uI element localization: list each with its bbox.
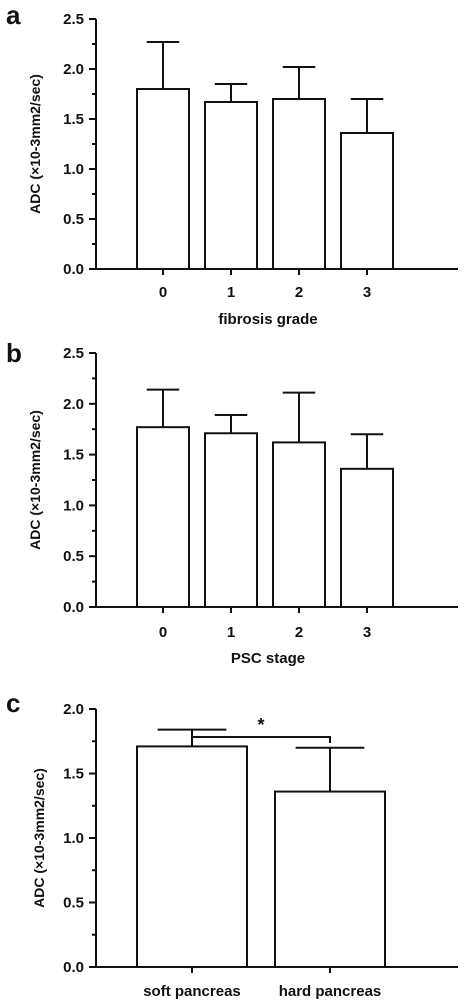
y-axis-label: ADC (×10-3mm2/sec): [31, 768, 47, 908]
bar: [204, 432, 258, 608]
y-tick-label: 0.0: [63, 959, 84, 976]
y-tick-label: 2.0: [63, 701, 84, 718]
y-tick-label: 2.5: [63, 345, 84, 362]
x-tick-label: 2: [295, 624, 303, 641]
x-tick-label: 0: [159, 284, 167, 301]
bar: [136, 88, 190, 270]
y-tick-label: 1.0: [63, 497, 84, 514]
y-tick-label: 0.5: [63, 211, 84, 228]
x-tick-label: 1: [227, 624, 235, 641]
bar: [272, 441, 326, 608]
panel-label: c: [6, 688, 20, 718]
x-tick-label: 1: [227, 284, 235, 301]
y-tick-label: 1.0: [63, 830, 84, 847]
chart-panel-a: a 0.0 0.5 1.0 1.5 2.0 2.5 ADC (×10-3mm2/sec) 0 1 2…: [6, 0, 458, 328]
y-axis-label: ADC (×10-3mm2/sec): [27, 74, 43, 214]
bar: [204, 101, 258, 270]
bar: [274, 790, 386, 968]
y-tick-label: 2.0: [63, 61, 84, 78]
y-tick-label: 0.5: [63, 895, 84, 912]
y-tick-label: 2.0: [63, 396, 84, 413]
panel-label: b: [6, 338, 22, 368]
x-tick-label: 0: [159, 624, 167, 641]
x-tick-label: 2: [295, 284, 303, 301]
significance-marker: *: [257, 715, 264, 735]
y-tick-label: 2.5: [63, 11, 84, 28]
bar: [340, 132, 394, 270]
chart-panel-c: c 0.0 0.5 1.0 1.5 2.0 ADC (×10-3mm2/sec) soft p…: [6, 688, 458, 1000]
x-tick-label: hard pancreas: [279, 983, 382, 1000]
chart-panel-b: b 0.0 0.5 1.0 1.5 2.0 2.5 ADC (×10-3mm2/sec) 0 1 2…: [6, 338, 458, 667]
x-axis-label: PSC stage: [231, 650, 305, 667]
y-tick-label: 1.0: [63, 161, 84, 178]
x-tick-label: 3: [363, 624, 371, 641]
x-tick-label: soft pancreas: [143, 983, 241, 1000]
y-tick-label: 1.5: [63, 766, 84, 783]
y-tick-label: 0.0: [63, 261, 84, 278]
significance-bracket: [191, 736, 331, 743]
y-tick-label: 1.5: [63, 447, 84, 464]
bar: [272, 98, 326, 270]
y-tick-label: 1.5: [63, 111, 84, 128]
bar: [136, 745, 248, 968]
x-axis-label: fibrosis grade: [218, 311, 317, 328]
x-tick-label: 3: [363, 284, 371, 301]
y-axis-label: ADC (×10-3mm2/sec): [27, 410, 43, 550]
bar: [340, 467, 394, 608]
y-tick-label: 0.0: [63, 599, 84, 616]
panel-label: a: [6, 0, 21, 30]
bar: [136, 426, 190, 608]
y-tick-label: 0.5: [63, 548, 84, 565]
